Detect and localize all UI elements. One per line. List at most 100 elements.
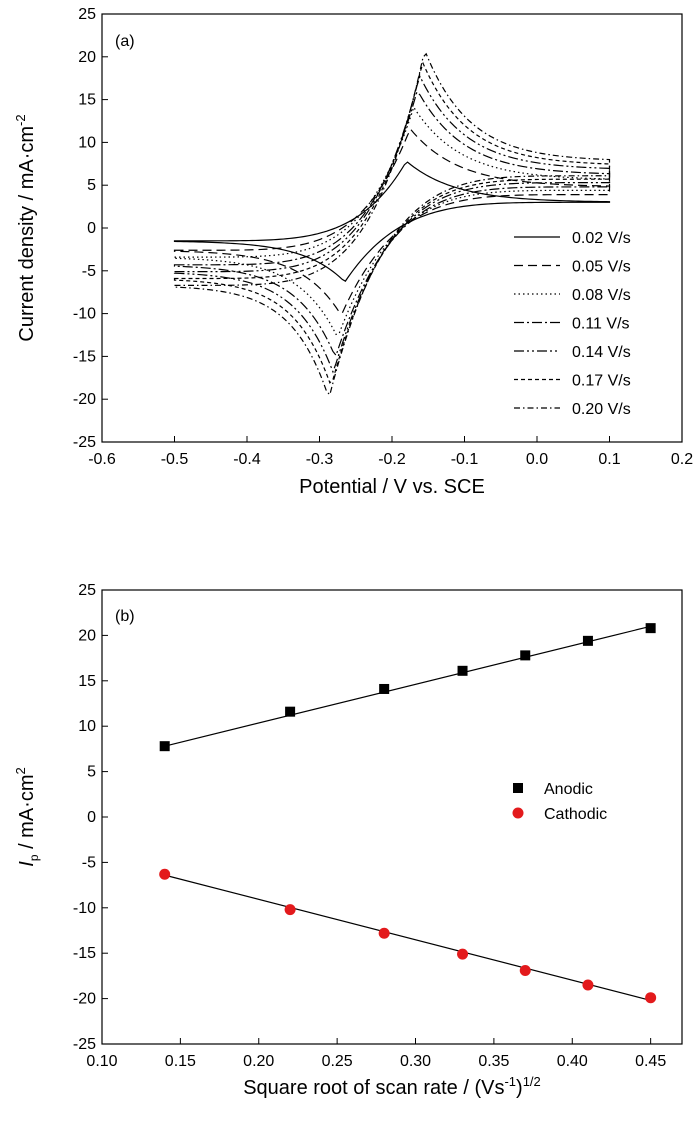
- cathodic-point: [159, 868, 171, 880]
- y-tick-label: 20: [78, 49, 96, 66]
- y-axis-title-a-sup: -2: [13, 114, 28, 126]
- x-tick-label: 0.40: [557, 1053, 588, 1070]
- y-tick-label: 20: [78, 627, 96, 644]
- x-tick-label: -0.6: [88, 451, 116, 468]
- data-points: [159, 623, 657, 1004]
- x-axis-title-b: Square root of scan rate / (Vs-1)1/2: [243, 1074, 541, 1099]
- y-tick-label: -5: [82, 263, 96, 280]
- anodic-point: [379, 683, 390, 694]
- y-tick-label: -25: [73, 434, 96, 451]
- y-axis-title-b-italic: I: [16, 861, 38, 867]
- x-tick-label: -0.3: [306, 451, 334, 468]
- x-ticks-b: 0.10 0.15 0.20 0.25 0.30 0.35 0.40 0.45: [86, 1038, 666, 1070]
- panel-label-a: (a): [115, 33, 135, 50]
- x-tick-label: 0.0: [526, 451, 548, 468]
- chart-panel-b: 0.10 0.15 0.20 0.25 0.30 0.35 0.40 0.45 -25-20-…: [13, 582, 683, 1099]
- y-axis-title-b-main: / mA·cm: [16, 774, 38, 854]
- y-tick-label: -10: [73, 306, 96, 323]
- anodic-point: [159, 741, 170, 752]
- anodic-point: [285, 706, 296, 717]
- cv-curve-4: [173, 74, 611, 374]
- x-tick-label: 0.10: [86, 1053, 117, 1070]
- y-axis-title-a-main: Current density / mA·cm: [16, 126, 38, 342]
- legend-label: 0.05 V/s: [572, 259, 631, 276]
- legend-marker-cathodic: [512, 807, 524, 819]
- chart-panel-a: -0.6 -0.5 -0.4 -0.3 -0.2 -0.1 0.0 0.1 0.2 -25-20…: [13, 6, 693, 498]
- y-tick-label: 5: [87, 764, 96, 781]
- panel-label-b: (b): [115, 608, 135, 625]
- cathodic-point: [378, 927, 390, 939]
- cv-curves: [173, 52, 611, 396]
- x-axis-title-a: Potential / V vs. SCE: [299, 476, 485, 498]
- fit-line-anodic: [164, 625, 651, 747]
- x-axis-title-b-sup1: -1: [504, 1074, 516, 1089]
- y-tick-label: -20: [73, 991, 96, 1008]
- legend-label: 0.20 V/s: [572, 401, 631, 418]
- cathodic-point: [519, 964, 531, 976]
- y-tick-label: 25: [78, 6, 96, 23]
- y-tick-label: 0: [87, 809, 96, 826]
- x-tick-label: 0.15: [165, 1053, 196, 1070]
- legend-b: Anodic Cathodic: [512, 781, 607, 823]
- x-tick-label: -0.2: [378, 451, 406, 468]
- anodic-point: [582, 635, 593, 646]
- legend-label: Anodic: [544, 781, 593, 798]
- y-tick-label: 15: [78, 673, 96, 690]
- cv-curve-5: [173, 61, 611, 384]
- cv-curve-6: [173, 52, 611, 396]
- y-tick-label: 10: [78, 718, 96, 735]
- x-tick-label: 0.45: [635, 1053, 666, 1070]
- x-tick-label: 0.35: [478, 1053, 509, 1070]
- cathodic-point: [457, 948, 469, 960]
- cv-curve-2: [173, 105, 611, 336]
- x-axis-title-b-sup2: 1/2: [523, 1074, 541, 1089]
- legend-a: 0.02 V/s 0.05 V/s 0.08 V/s 0.11 V/s 0.14 V/s…: [514, 230, 631, 418]
- legend-label: 0.11 V/s: [572, 316, 630, 333]
- fit-line-cathodic: [164, 874, 651, 1001]
- y-ticks-b: -25 -20 -15 -10 -5 0 5 10 15 20 25: [73, 582, 108, 1053]
- y-tick-label: 15: [78, 92, 96, 109]
- x-tick-label: -0.1: [451, 451, 479, 468]
- y-axis-title-b: Ip / mA·cm2: [13, 767, 41, 866]
- anodic-point: [457, 665, 468, 676]
- cv-curve-1: [173, 128, 611, 314]
- fit-lines: [164, 625, 651, 1001]
- y-tick-label: -10: [73, 900, 96, 917]
- cv-curve-0: [173, 161, 611, 282]
- y-tick-label: 0: [87, 220, 96, 237]
- cathodic-point: [284, 904, 296, 916]
- anodic-point: [520, 650, 531, 661]
- y-axis-title-b-sup: 2: [13, 767, 28, 774]
- y-axis-title-b-sub: p: [27, 854, 41, 861]
- legend-label: 0.17 V/s: [572, 373, 631, 390]
- legend-label: 0.02 V/s: [572, 230, 631, 247]
- y-tick-label: -15: [73, 945, 96, 962]
- y-tick-label: 25: [78, 582, 96, 599]
- x-tick-label: 0.1: [598, 451, 620, 468]
- cathodic-point: [582, 979, 594, 991]
- legend-label: 0.08 V/s: [572, 287, 631, 304]
- legend-marker-anodic: [513, 783, 523, 793]
- cv-curve-3: [173, 90, 611, 357]
- cathodic-point: [645, 992, 657, 1004]
- x-tick-label: 0.25: [322, 1053, 353, 1070]
- y-tick-label: -25: [73, 1036, 96, 1053]
- x-tick-label: 0.30: [400, 1053, 431, 1070]
- y-tick-label: -20: [73, 391, 96, 408]
- x-tick-label: 0.2: [671, 451, 693, 468]
- legend-label: Cathodic: [544, 806, 607, 823]
- y-tick-label: 10: [78, 134, 96, 151]
- y-ticks-a: -25 -20 -15 -10 -5 0 5 10 15 20 25: [73, 6, 108, 451]
- legend-label: 0.14 V/s: [572, 344, 631, 361]
- x-axis-title-b-close: ): [516, 1077, 523, 1099]
- x-tick-label: 0.20: [243, 1053, 274, 1070]
- anodic-point: [645, 623, 656, 634]
- x-ticks-a: -0.6 -0.5 -0.4 -0.3 -0.2 -0.1 0.0 0.1 0.2: [88, 436, 693, 468]
- x-axis-title-b-main: Square root of scan rate / (Vs: [243, 1077, 504, 1099]
- x-tick-label: -0.5: [161, 451, 189, 468]
- y-tick-label: 5: [87, 177, 96, 194]
- x-tick-label: -0.4: [233, 451, 261, 468]
- y-tick-label: -5: [82, 854, 96, 871]
- y-axis-title-a: Current density / mA·cm-2: [13, 114, 38, 341]
